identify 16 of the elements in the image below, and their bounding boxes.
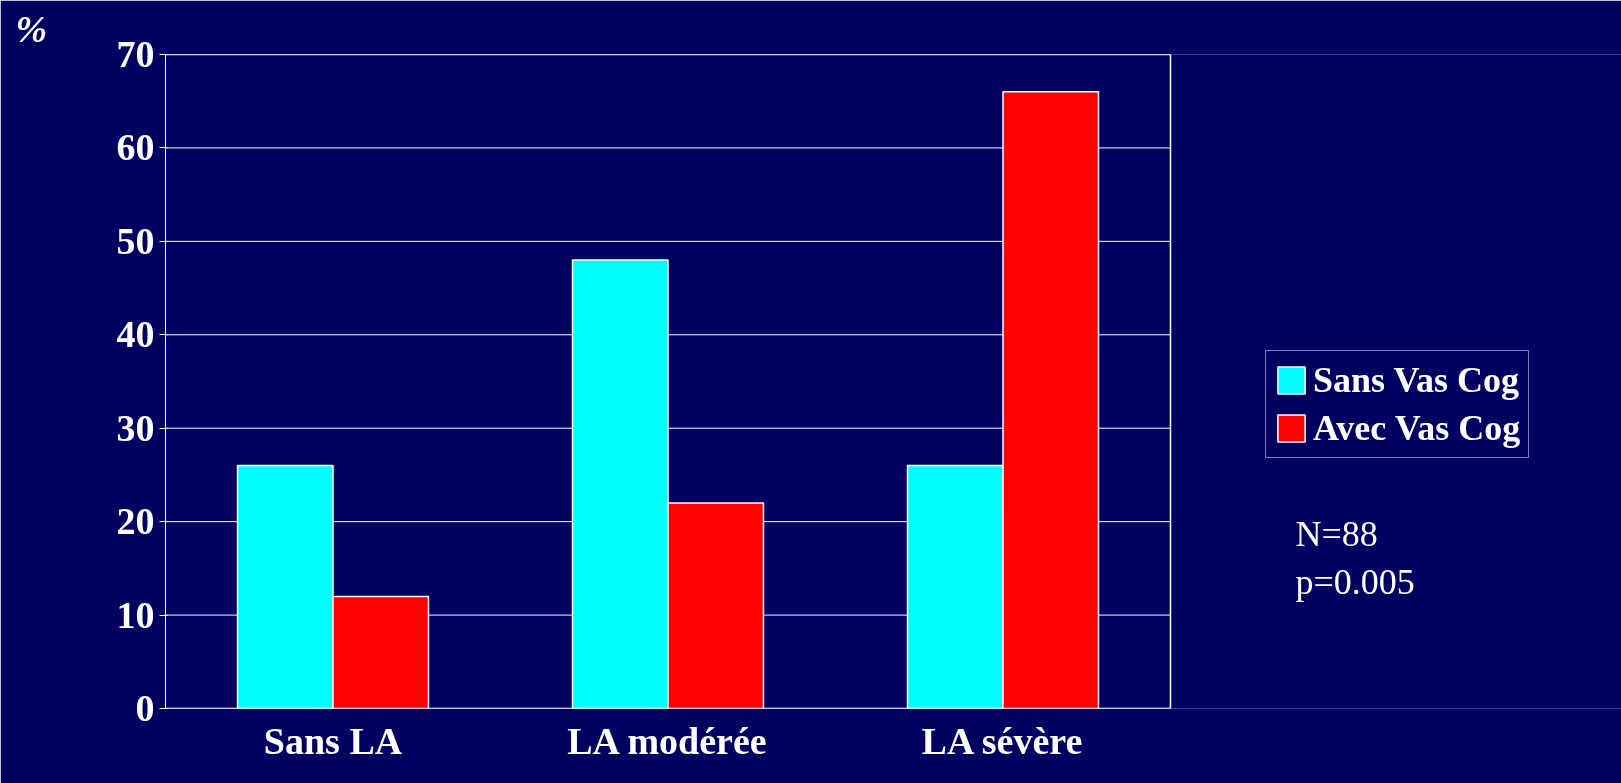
legend-label: Sans Vas Cog bbox=[1313, 359, 1520, 401]
y-axis-title: % bbox=[15, 7, 48, 50]
y-tick-label: 70 bbox=[116, 33, 155, 75]
y-tick-label: 50 bbox=[116, 219, 155, 262]
y-tick-label: 20 bbox=[116, 500, 155, 543]
x-tick-label: LA sévère bbox=[921, 719, 1083, 762]
x-tick-label: Sans LA bbox=[263, 719, 403, 762]
text: N=88 bbox=[1295, 513, 1378, 554]
text: p=0.005 bbox=[1295, 561, 1415, 602]
x-tick-label: LA modérée bbox=[567, 719, 767, 762]
y-tick-label: 40 bbox=[116, 313, 155, 356]
y-tick-label: 0 bbox=[135, 687, 155, 729]
y-tick-label: 10 bbox=[116, 593, 155, 636]
y-tick-label: 30 bbox=[116, 406, 155, 449]
legend-label: Avec Vas Cog bbox=[1313, 407, 1521, 449]
y-tick-label: 60 bbox=[116, 126, 155, 169]
